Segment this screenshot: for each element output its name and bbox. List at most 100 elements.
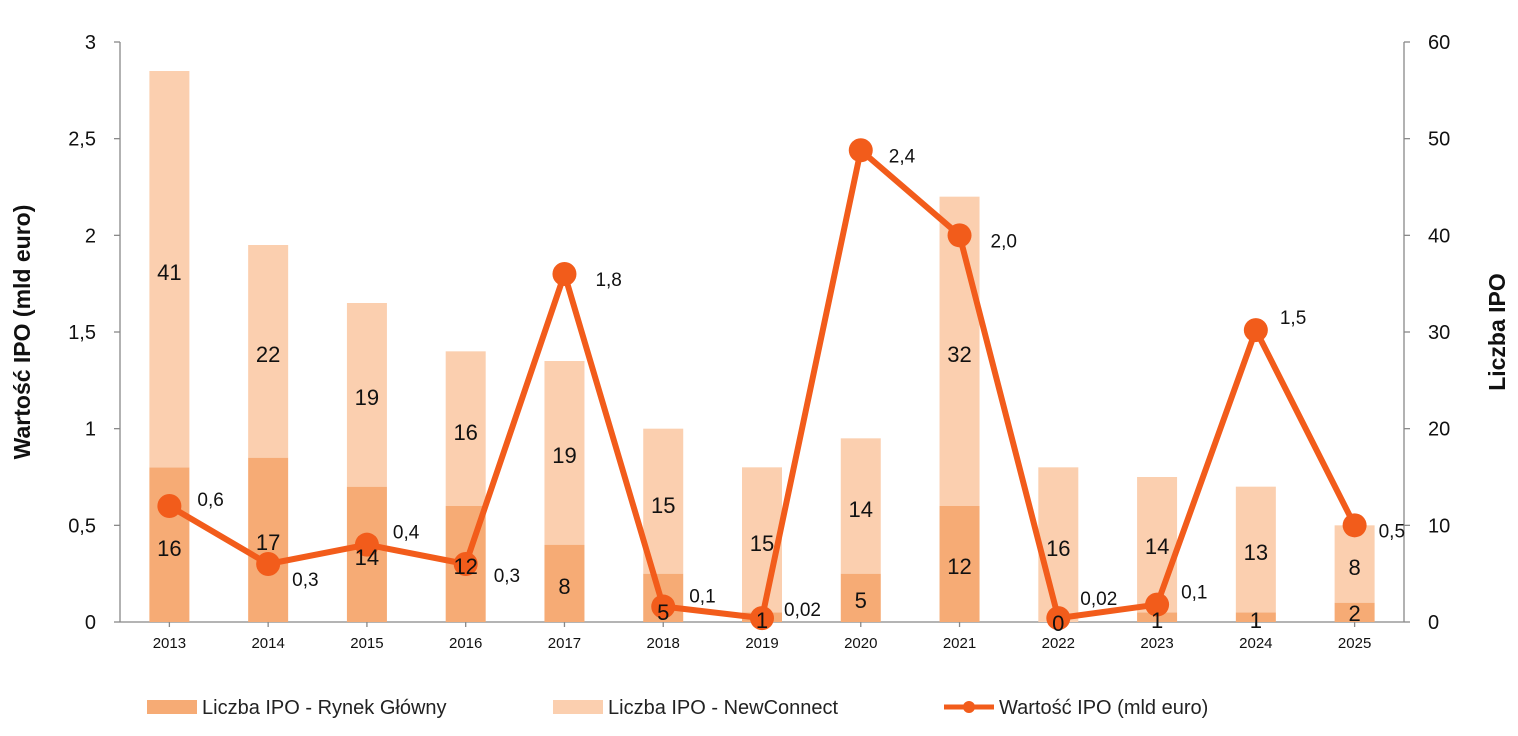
value-point [1145, 592, 1170, 617]
value-point [1046, 606, 1071, 631]
legend-swatch-rynek-glowny [147, 700, 197, 714]
value-point [1342, 513, 1367, 538]
x-tick-label: 2019 [745, 635, 778, 652]
line-value-label: 0,1 [1181, 583, 1207, 604]
line-value-label: 2,0 [991, 231, 1017, 252]
right-tick-label: 20 [1428, 419, 1450, 441]
left-tick-label: 3 [85, 32, 96, 54]
value-point [354, 532, 379, 557]
bar-label-newconnect: 15 [651, 493, 675, 518]
left-tick-label: 2 [85, 225, 96, 247]
left-tick-label: 1 [85, 419, 96, 441]
legend-swatch-newconnect [553, 700, 603, 714]
bar-label-newconnect: 8 [1348, 555, 1360, 580]
bar-rynek-glowny [544, 544, 585, 622]
value-point [947, 223, 972, 248]
bar-label-newconnect: 16 [1046, 536, 1070, 561]
value-point [157, 494, 182, 518]
bar-newconnect [346, 303, 387, 487]
line-value-label: 0,3 [494, 566, 520, 587]
bar-label-rynek-glowny: 16 [157, 536, 181, 561]
value-point [453, 552, 478, 576]
bar-rynek-glowny [248, 457, 289, 622]
x-tick-label: 2024 [1239, 635, 1272, 652]
bar-label-rynek-glowny: 1 [1250, 608, 1262, 633]
x-tick-label: 2018 [647, 635, 680, 652]
bar-label-newconnect: 16 [453, 420, 477, 445]
line-value-label: 0,3 [292, 570, 318, 591]
bar-label-newconnect: 19 [355, 385, 379, 410]
x-tick-label: 2017 [548, 635, 581, 652]
line-value-label: 1,5 [1280, 308, 1306, 329]
bar-newconnect [248, 245, 289, 458]
bar-label-newconnect: 14 [849, 497, 873, 522]
bar-label-rynek-glowny: 8 [558, 574, 570, 599]
bar-rynek-glowny [840, 573, 881, 622]
x-tick-label: 2014 [251, 635, 284, 652]
x-tick-label: 2022 [1042, 635, 1075, 652]
bar-rynek-glowny [1137, 612, 1178, 622]
bar-newconnect [939, 196, 980, 506]
right-tick-label: 40 [1428, 225, 1450, 247]
right-tick-label: 10 [1428, 515, 1450, 537]
bar-newconnect [742, 467, 782, 613]
line-value-label: 0,5 [1379, 521, 1405, 542]
value-point [651, 594, 676, 619]
bar-rynek-glowny [939, 506, 980, 622]
bar-label-newconnect: 15 [750, 531, 774, 556]
left-tick-label: 0,5 [68, 515, 96, 537]
bar-newconnect [1137, 477, 1178, 613]
x-tick-label: 2015 [350, 635, 383, 652]
right-tick-label: 30 [1428, 322, 1450, 344]
bar-label-rynek-glowny: 12 [947, 554, 971, 579]
value-point [256, 552, 281, 576]
right-tick-label: 60 [1428, 32, 1450, 54]
right-tick-label: 50 [1428, 129, 1450, 151]
bar-label-rynek-glowny: 5 [657, 600, 669, 625]
line-value-label: 1,8 [595, 270, 621, 291]
line-value-label: 0,4 [393, 523, 420, 544]
x-tick-label: 2020 [844, 635, 877, 652]
bar-newconnect [1038, 467, 1079, 622]
line-value-label: 2,4 [889, 146, 916, 167]
bar-label-newconnect: 22 [256, 342, 280, 367]
left-axis-title: Wartość IPO (mld euro) [9, 205, 35, 460]
bar-label-rynek-glowny: 5 [855, 588, 867, 613]
bar-newconnect [643, 428, 684, 574]
value-point [1243, 318, 1268, 343]
bar-label-rynek-glowny: 14 [355, 545, 379, 570]
bar-newconnect [445, 351, 486, 506]
legend-label-rynek-glowny: Liczba IPO - Rynek Główny [202, 697, 447, 719]
bar-newconnect [544, 361, 585, 545]
right-tick-label: 0 [1428, 612, 1439, 634]
x-tick-label: 2013 [153, 635, 186, 652]
bar-rynek-glowny [1334, 602, 1375, 622]
left-tick-label: 1,5 [68, 322, 96, 344]
value-point [750, 606, 774, 631]
bar-newconnect [840, 438, 881, 574]
bar-label-newconnect: 13 [1244, 540, 1268, 565]
bar-rynek-glowny [149, 467, 190, 622]
value-point [848, 138, 873, 163]
line-value-label: 0,6 [197, 490, 223, 511]
legend-line-marker [963, 701, 975, 713]
bar-label-newconnect: 19 [552, 443, 576, 468]
left-tick-label: 0 [85, 612, 96, 634]
bar-label-rynek-glowny: 17 [256, 530, 280, 555]
value-point [552, 262, 577, 286]
x-tick-label: 2021 [943, 635, 976, 652]
bar-newconnect [149, 71, 190, 468]
left-tick-label: 2,5 [68, 129, 96, 151]
line-value-label: 0,1 [689, 587, 715, 608]
bar-label-newconnect: 14 [1145, 534, 1169, 559]
bar-label-rynek-glowny: 1 [1151, 608, 1163, 633]
bar-newconnect [1334, 525, 1375, 603]
bar-newconnect [1235, 486, 1276, 613]
bar-label-rynek-glowny: 2 [1348, 601, 1360, 626]
bar-label-newconnect: 41 [157, 260, 181, 285]
x-tick-label: 2023 [1140, 635, 1173, 652]
line-value-label: 0,02 [784, 600, 821, 621]
legend-label-newconnect: Liczba IPO - NewConnect [608, 697, 839, 719]
